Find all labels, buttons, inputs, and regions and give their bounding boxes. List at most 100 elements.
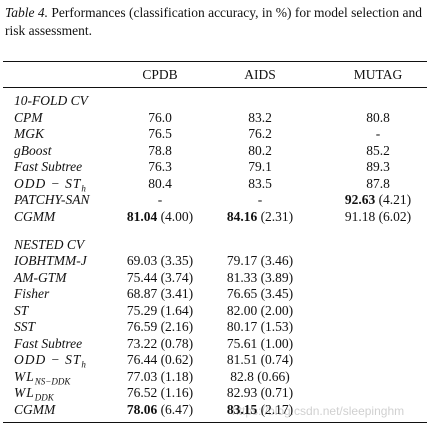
cell: 91.18 (6.02) <box>318 209 430 225</box>
method-sub: h <box>81 183 86 194</box>
cell-mean: 75.61 <box>226 335 258 351</box>
cell: - <box>157 192 163 207</box>
cell-mean: 76.65 <box>226 286 258 302</box>
cell-mean: 76.52 <box>126 385 158 401</box>
cell: 75.61 (1.00) <box>200 336 320 352</box>
cell-std: (2.16) <box>160 319 194 335</box>
cell: 81.51 (0.74) <box>200 352 320 368</box>
method-name: MGK <box>14 126 44 141</box>
method-sub: h <box>81 359 86 370</box>
cell-std: (3.89) <box>260 269 294 285</box>
method-name: Fast Subtree <box>14 159 83 174</box>
cell-mean: 92.63 <box>344 192 376 207</box>
cell-std: (6.47) <box>160 401 194 417</box>
method-name: CPM <box>14 109 43 125</box>
cell-std: (0.71) <box>260 385 294 401</box>
cell-mean: 76.44 <box>126 352 158 368</box>
method-name: AM-GTM <box>14 269 67 285</box>
top-rule <box>3 61 427 63</box>
cell: 84.16 (2.31) <box>200 209 320 225</box>
cell-mean: 78.06 <box>126 401 158 417</box>
cell: 80.8 <box>366 109 390 125</box>
cell-mean: 69.03 <box>126 253 158 269</box>
cell-mean: 82.00 <box>226 302 258 318</box>
cell: 69.03 (3.35) <box>100 253 220 269</box>
cell: 75.29 (1.64) <box>100 303 220 319</box>
method-name: Fisher <box>14 286 50 302</box>
cell: 82.8 (0.66) <box>200 369 320 385</box>
cell-mean: 76.59 <box>126 319 158 335</box>
cell: 79.17 (3.46) <box>200 253 320 269</box>
cell-mean: 82.93 <box>226 385 258 401</box>
cell-std: (2.00) <box>260 302 294 318</box>
cell: - <box>257 192 263 207</box>
method-base: ODD − ST <box>14 352 82 368</box>
cell: 87.8 <box>366 175 390 191</box>
caption: Table 4. Performances (classification ac… <box>5 4 425 40</box>
method-name: gBoost <box>14 142 52 158</box>
cell: 76.65 (3.45) <box>200 286 320 302</box>
method-name: WLNS−DDK <box>14 369 70 387</box>
cell: 85.2 <box>366 142 390 158</box>
cell-std: (2.17) <box>260 401 294 417</box>
method-name: ODD − STh <box>14 176 86 194</box>
cell-mean: 81.33 <box>226 269 258 285</box>
cell-mean: 77.03 <box>126 368 158 384</box>
cell-mean: 91.18 <box>344 208 376 224</box>
cell-mean: 79.17 <box>226 253 258 269</box>
cell: 80.17 (1.53) <box>200 319 320 335</box>
cell: 83.2 <box>248 109 272 125</box>
cell: 82.00 (2.00) <box>200 303 320 319</box>
cell: - <box>375 126 381 141</box>
method-name: SST <box>14 319 36 335</box>
cell: 76.52 (1.16) <box>100 385 220 401</box>
cell: 76.5 <box>148 126 172 141</box>
method-base: WL <box>14 368 35 384</box>
cell-std: (3.35) <box>160 253 194 269</box>
cell: 82.93 (0.71) <box>200 385 320 401</box>
method-name: ODD − STh <box>14 352 86 370</box>
section-title: 10-FOLD CV <box>14 93 88 108</box>
cell-std: (1.16) <box>160 385 194 401</box>
cell-std: (0.78) <box>160 335 194 351</box>
cell-std: (1.64) <box>160 302 194 318</box>
cell-mean: 82.8 <box>230 368 254 384</box>
method-name: IOBHTMM-J <box>14 253 87 269</box>
method-name: ST <box>14 302 29 318</box>
cell-mean: 68.87 <box>126 286 158 302</box>
cell: 81.33 (3.89) <box>200 270 320 286</box>
cell-std: (3.46) <box>260 253 294 269</box>
cell: 76.44 (0.62) <box>100 352 220 368</box>
cell: 76.2 <box>248 126 272 141</box>
cell-std: (6.02) <box>378 208 412 224</box>
column-header: AIDS <box>244 67 276 82</box>
cell: 68.87 (3.41) <box>100 286 220 302</box>
cell: 81.04 (4.00) <box>100 209 220 225</box>
cell: 83.5 <box>248 175 272 191</box>
method-name: PATCHY-SAN <box>14 192 90 207</box>
cell-std: (4.21) <box>378 192 412 207</box>
cell-std: (1.18) <box>160 368 194 384</box>
cell: 79.1 <box>248 159 272 174</box>
column-header: MUTAG <box>353 67 403 82</box>
cell-mean: 73.22 <box>126 335 158 351</box>
method-name: CGMM <box>14 208 56 224</box>
cell-mean: 81.51 <box>226 352 258 368</box>
cell-std: (0.66) <box>257 368 290 384</box>
column-header: CPDB <box>142 67 178 82</box>
cell-std: (4.00) <box>160 208 194 224</box>
cell-std: (3.41) <box>160 286 194 302</box>
method-name: WLDDK <box>14 385 54 403</box>
cell: 76.0 <box>148 109 172 125</box>
cell: 80.2 <box>248 142 272 158</box>
cell: 75.44 (3.74) <box>100 270 220 286</box>
cell: 76.3 <box>148 159 172 174</box>
cell-mean: 81.04 <box>126 208 158 224</box>
header-rule <box>3 87 427 88</box>
cell: 73.22 (0.78) <box>100 336 220 352</box>
cell-std: (0.74) <box>260 352 294 368</box>
cell-std: (1.00) <box>260 335 294 351</box>
section-title: NESTED CV <box>14 236 85 252</box>
cell: 77.03 (1.18) <box>100 369 220 385</box>
bottom-rule <box>3 422 427 424</box>
